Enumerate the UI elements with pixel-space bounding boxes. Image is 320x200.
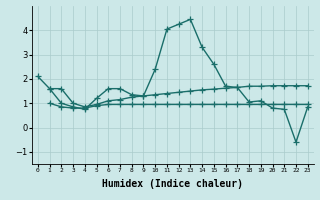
X-axis label: Humidex (Indice chaleur): Humidex (Indice chaleur) — [102, 179, 243, 189]
